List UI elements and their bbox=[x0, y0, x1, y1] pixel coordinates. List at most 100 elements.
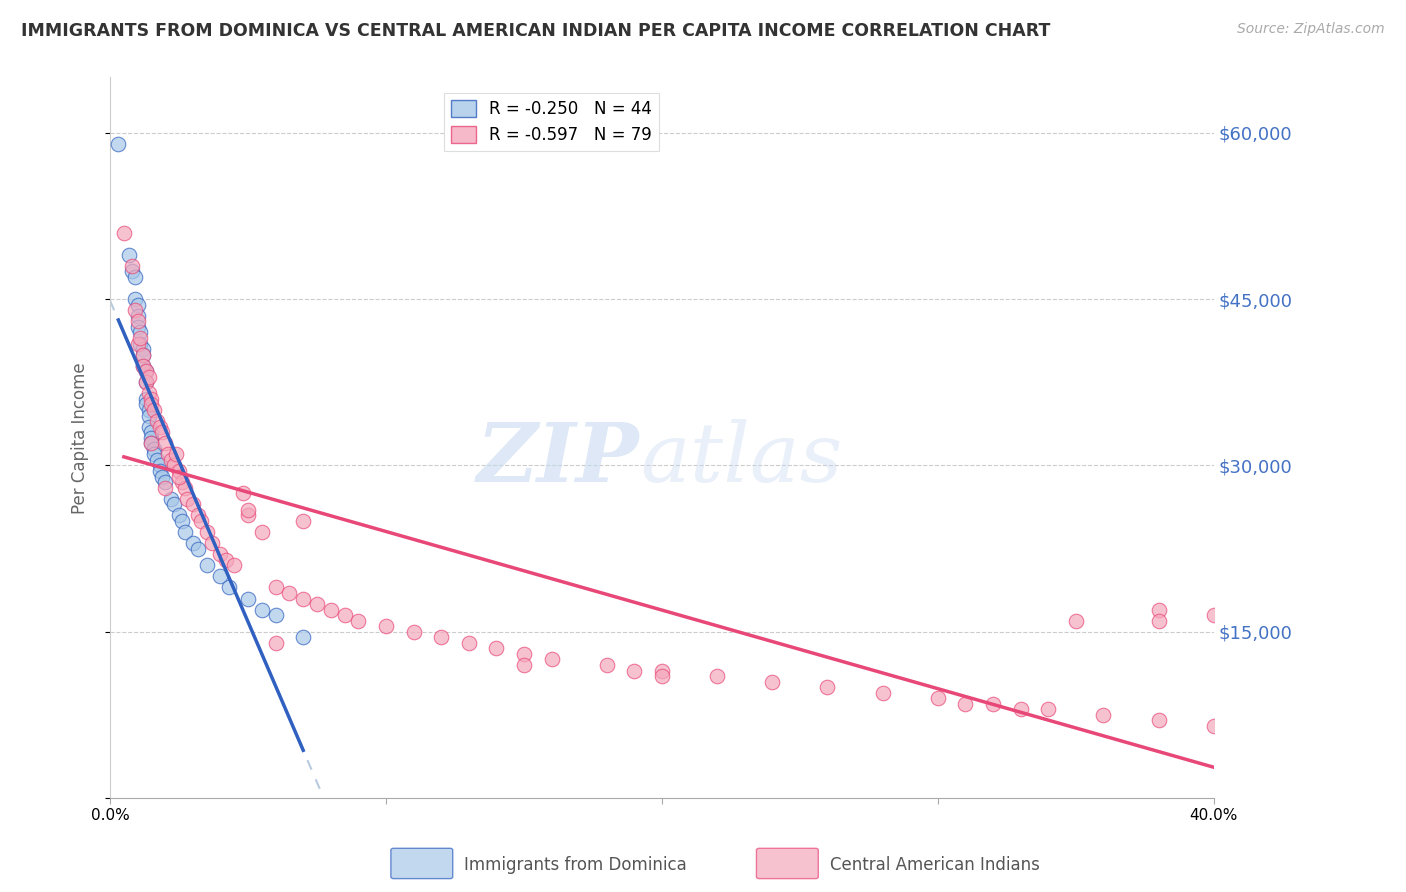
Point bbox=[152, 469, 174, 483]
Point bbox=[651, 664, 673, 678]
Point bbox=[141, 436, 163, 450]
Point bbox=[138, 369, 160, 384]
Legend: R = -0.250   N = 44, R = -0.597   N = 79: R = -0.250 N = 44, R = -0.597 N = 79 bbox=[444, 93, 659, 151]
Point bbox=[143, 442, 166, 456]
Point bbox=[347, 614, 370, 628]
Point bbox=[292, 630, 315, 644]
Point bbox=[129, 331, 152, 345]
Point bbox=[138, 419, 160, 434]
Point bbox=[165, 447, 187, 461]
Point bbox=[278, 586, 301, 600]
Point bbox=[706, 669, 728, 683]
Point bbox=[135, 376, 157, 390]
Point bbox=[135, 392, 157, 406]
Point bbox=[155, 481, 177, 495]
Point bbox=[124, 292, 146, 306]
Point bbox=[138, 386, 160, 401]
Point bbox=[195, 524, 218, 539]
Point bbox=[132, 348, 155, 362]
Text: atlas: atlas bbox=[640, 419, 842, 500]
Point bbox=[132, 359, 155, 373]
Point bbox=[623, 664, 645, 678]
Point bbox=[155, 436, 177, 450]
Point bbox=[430, 630, 453, 644]
Point bbox=[457, 636, 479, 650]
Point bbox=[209, 569, 232, 583]
Point bbox=[152, 425, 174, 440]
Point bbox=[127, 319, 149, 334]
Point bbox=[761, 674, 783, 689]
Point bbox=[127, 336, 149, 351]
Point bbox=[107, 136, 129, 151]
Point bbox=[513, 658, 536, 673]
Point bbox=[173, 481, 195, 495]
Point bbox=[319, 602, 342, 616]
Point bbox=[138, 409, 160, 423]
Point bbox=[143, 403, 166, 417]
Point bbox=[129, 336, 152, 351]
Point bbox=[124, 303, 146, 318]
Point bbox=[1064, 614, 1087, 628]
Point bbox=[927, 691, 949, 706]
Point bbox=[264, 636, 287, 650]
Point bbox=[187, 541, 209, 556]
Point bbox=[149, 419, 172, 434]
Point bbox=[155, 475, 177, 489]
Text: Immigrants from Dominica: Immigrants from Dominica bbox=[464, 856, 686, 874]
Point bbox=[159, 453, 181, 467]
Point bbox=[132, 359, 155, 373]
Point bbox=[181, 497, 204, 511]
Point bbox=[132, 342, 155, 356]
Point bbox=[181, 536, 204, 550]
Point bbox=[141, 397, 163, 411]
Point bbox=[162, 458, 184, 473]
Point bbox=[135, 364, 157, 378]
Point bbox=[146, 414, 169, 428]
Point bbox=[292, 591, 315, 606]
Point bbox=[127, 314, 149, 328]
Text: Source: ZipAtlas.com: Source: ZipAtlas.com bbox=[1237, 22, 1385, 37]
Point bbox=[375, 619, 398, 633]
Point bbox=[201, 536, 224, 550]
Point bbox=[1202, 608, 1225, 623]
Point bbox=[292, 514, 315, 528]
Point bbox=[159, 491, 181, 506]
Point bbox=[264, 581, 287, 595]
Point bbox=[1010, 702, 1032, 716]
Point bbox=[149, 458, 172, 473]
Point bbox=[141, 436, 163, 450]
Point bbox=[1036, 702, 1059, 716]
Point bbox=[135, 376, 157, 390]
Point bbox=[231, 486, 253, 500]
Point bbox=[250, 602, 273, 616]
Point bbox=[236, 503, 259, 517]
Point bbox=[127, 298, 149, 312]
Point bbox=[121, 264, 143, 278]
Point bbox=[143, 447, 166, 461]
Point bbox=[135, 364, 157, 378]
Point bbox=[1147, 614, 1170, 628]
Point bbox=[817, 680, 839, 694]
Point bbox=[250, 524, 273, 539]
Point bbox=[141, 431, 163, 445]
Point bbox=[955, 697, 977, 711]
Point bbox=[129, 326, 152, 340]
Text: IMMIGRANTS FROM DOMINICA VS CENTRAL AMERICAN INDIAN PER CAPITA INCOME CORRELATIO: IMMIGRANTS FROM DOMINICA VS CENTRAL AMER… bbox=[21, 22, 1050, 40]
Point bbox=[195, 558, 218, 573]
Point bbox=[236, 591, 259, 606]
Point bbox=[141, 425, 163, 440]
Point bbox=[513, 647, 536, 661]
Point bbox=[264, 608, 287, 623]
Point bbox=[596, 658, 619, 673]
Point bbox=[224, 558, 246, 573]
Point bbox=[872, 686, 894, 700]
Point bbox=[118, 248, 141, 262]
Point bbox=[305, 597, 328, 611]
Y-axis label: Per Capita Income: Per Capita Income bbox=[72, 362, 89, 514]
Point bbox=[138, 403, 160, 417]
Point bbox=[651, 669, 673, 683]
Point bbox=[135, 397, 157, 411]
Point bbox=[1147, 714, 1170, 728]
Point bbox=[1147, 602, 1170, 616]
Point bbox=[540, 652, 562, 666]
